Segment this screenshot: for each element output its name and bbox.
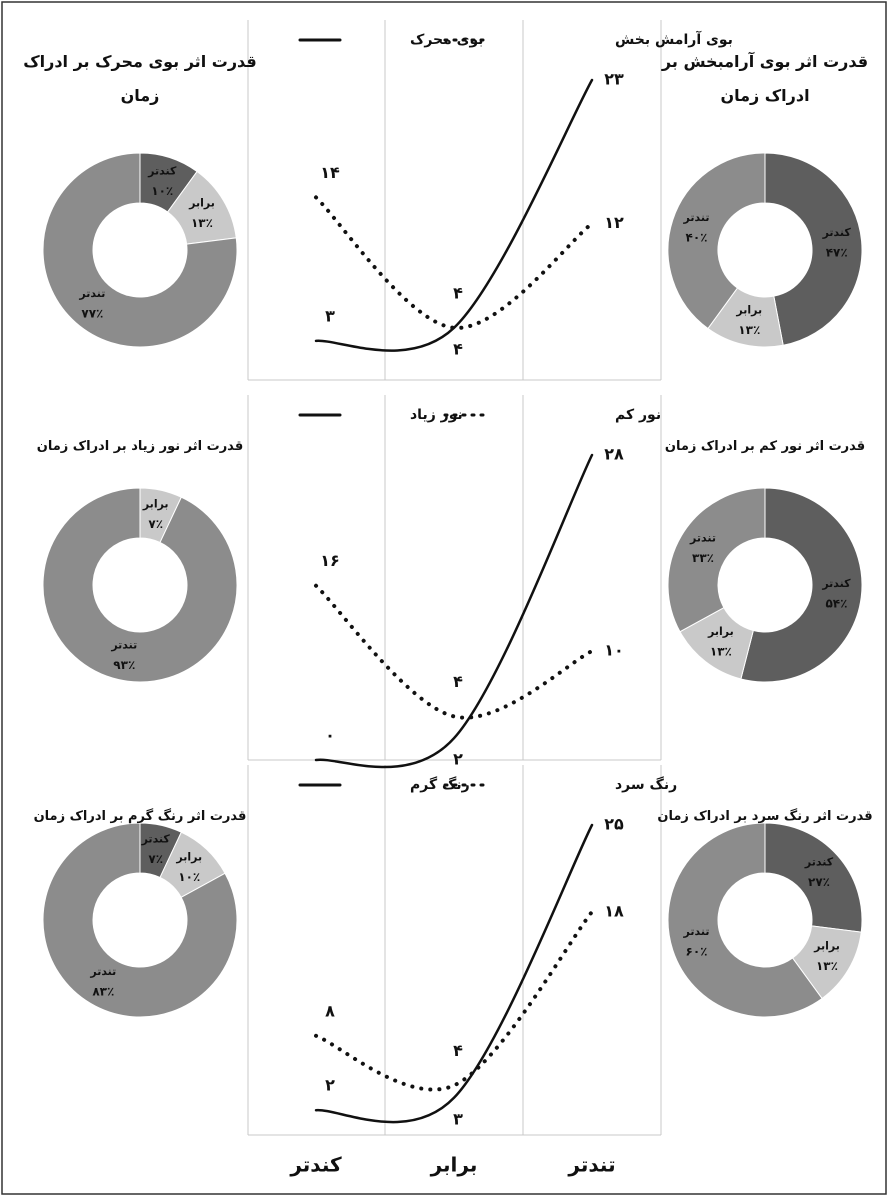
legend-label: رنگ سرد xyxy=(615,776,677,793)
slice-label: ۱۰٪ xyxy=(178,870,200,884)
legend-label: نور کم xyxy=(615,407,661,423)
slice-category: برابر xyxy=(188,196,215,209)
data-label: ۲۳ xyxy=(604,70,624,89)
data-label: ۱۰ xyxy=(604,641,624,660)
data-label: ۴ xyxy=(453,339,463,358)
slice-label: ۹۳٪ xyxy=(113,658,135,672)
slice-category: کندتر xyxy=(822,226,852,239)
slice-category: برابر xyxy=(707,625,734,638)
slice-category: تندتر xyxy=(89,965,116,978)
solid-line xyxy=(316,80,592,351)
slice-label: ۶۰٪ xyxy=(686,945,708,959)
data-label: ۳ xyxy=(453,1109,463,1128)
slice-label: ۷۷٪ xyxy=(81,307,103,321)
slice-category: برابر xyxy=(813,940,840,953)
slice-category: تندتر xyxy=(110,638,137,651)
data-label: ۲ xyxy=(325,1076,335,1095)
data-label: ۸ xyxy=(325,1001,335,1020)
slice-label: ۸۳٪ xyxy=(92,984,114,998)
slice-label: ۱۰٪ xyxy=(151,184,173,198)
chart-title: قدرت اثر رنگ گرم بر ادراک زمان xyxy=(20,800,260,834)
chart-title: قدرت اثر رنگ سرد بر ادراک زمان xyxy=(645,800,885,834)
x-tick-label: کندتر xyxy=(289,1153,342,1177)
chart-title: قدرت اثر بوی آرامبخش بر ادراک زمان xyxy=(645,45,885,113)
dotted-line xyxy=(316,912,592,1090)
dotted-line xyxy=(316,197,592,328)
data-label: ۲۸ xyxy=(604,445,624,464)
dotted-line xyxy=(316,586,592,718)
data-label: ۲ xyxy=(453,750,463,769)
slice-label: ۷٪ xyxy=(148,852,163,866)
slice-category: برابر xyxy=(175,851,202,864)
slice-category: کندتر xyxy=(804,855,834,868)
data-label: ۳ xyxy=(325,306,335,325)
chart: کندتر برابر تندتر کندتر ۱۰٪ برابر ۱۳٪ تندتر ۷۷٪ ب… xyxy=(0,0,888,1196)
x-tick-label: تندتر xyxy=(567,1153,615,1177)
slice-label: ۱۳٪ xyxy=(191,216,213,230)
slice-category: کندتر xyxy=(147,165,177,178)
data-label: ۱۴ xyxy=(320,163,340,182)
slice-category: تندتر xyxy=(689,531,716,544)
slice-label: ۱۳٪ xyxy=(710,644,732,658)
slice-category: برابر xyxy=(142,498,169,511)
chart-title: قدرت اثر بوی محرک بر ادراک زمان xyxy=(20,45,260,113)
data-label: ۴ xyxy=(453,1041,463,1060)
slice-category: برابر xyxy=(735,303,762,316)
slice-category: کندتر xyxy=(141,833,171,846)
slice-label: ۳۳٪ xyxy=(692,551,714,565)
slice-label: ۲۷٪ xyxy=(808,875,830,889)
slice-label: ۱۳٪ xyxy=(816,959,838,973)
slice-label: ۷٪ xyxy=(148,517,163,531)
data-label: ۱۲ xyxy=(604,213,624,232)
data-label: ۱۸ xyxy=(604,901,624,920)
slice-label: ۵۴٪ xyxy=(825,597,847,611)
data-label: ۴ xyxy=(453,672,463,691)
solid-line xyxy=(316,455,592,767)
legend-label: رنگ گرم xyxy=(410,776,470,793)
data-label: ۰ xyxy=(325,726,335,745)
x-tick-label: برابر xyxy=(430,1153,478,1177)
data-label: ۱۶ xyxy=(320,551,340,570)
slice-category: تندتر xyxy=(683,925,710,938)
donut-slice xyxy=(668,488,765,632)
chart-title: قدرت اثر نور زیاد بر ادراک زمان xyxy=(20,430,260,464)
figure: کندتر برابر تندتر کندتر ۱۰٪ برابر ۱۳٪ تندتر ۷۷٪ ب… xyxy=(0,0,888,1196)
slice-category: تندتر xyxy=(78,287,105,300)
slice-category: تندتر xyxy=(683,211,710,224)
slice-category: کندتر xyxy=(821,577,851,590)
slice-label: ۴۰٪ xyxy=(686,230,708,244)
slice-label: ۴۷٪ xyxy=(826,246,848,260)
data-label: ۴ xyxy=(453,283,463,302)
data-label: ۲۵ xyxy=(604,815,624,834)
slice-label: ۱۳٪ xyxy=(738,323,760,337)
chart-title: قدرت اثر نور کم بر ادراک زمان xyxy=(645,430,885,464)
donut-slice xyxy=(43,488,237,682)
